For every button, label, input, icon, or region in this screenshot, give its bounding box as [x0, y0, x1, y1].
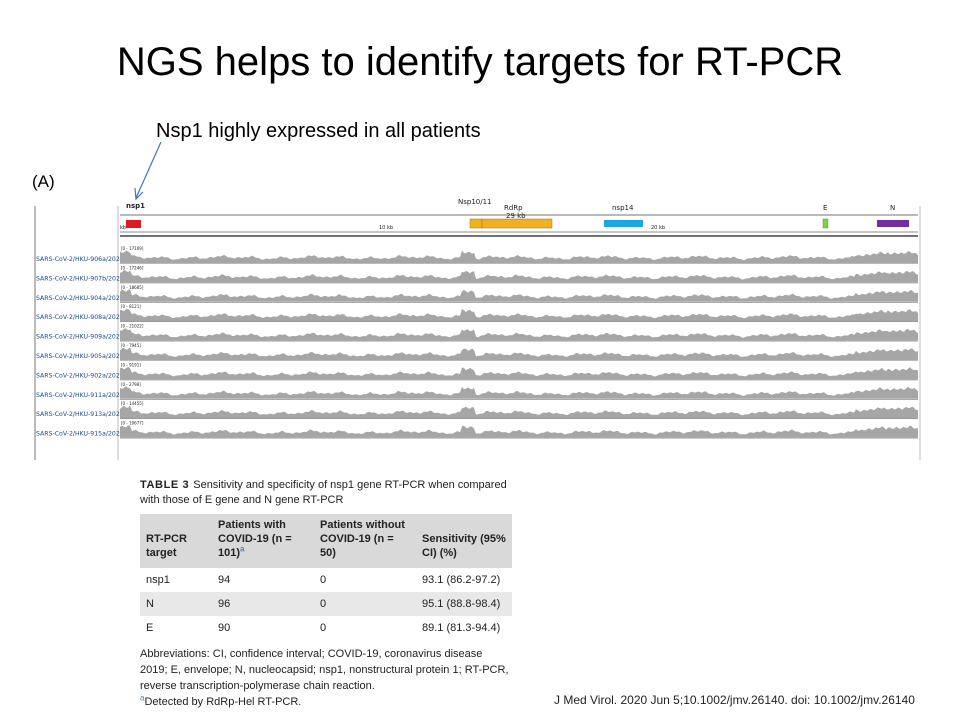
track-sample-label: SARS-CoV-2/HKU-913a/2020	[36, 411, 124, 418]
citation-text: J Med Virol. 2020 Jun 5;10.1002/jmv.2614…	[554, 693, 915, 707]
gene-label-rdrp: RdRp	[504, 204, 523, 212]
table-label: TABLE 3	[140, 479, 190, 491]
cell-target: nsp1	[146, 574, 170, 586]
coverage-profile	[120, 270, 918, 283]
gene-block-n	[877, 220, 909, 227]
coverage-profile	[120, 386, 918, 399]
sensitivity-table: RT-PCR target Patients with COVID-19 (n …	[140, 514, 512, 640]
gene-label-nsp10-11: Nsp10/11	[458, 198, 492, 206]
header-footnote-mark: a	[240, 544, 245, 554]
track-range-label: [0 - 17246]	[121, 265, 144, 270]
gene-label-e: E	[823, 204, 827, 212]
gene-block-nsp10-11	[469, 218, 483, 229]
gene-block-rdrp	[481, 218, 553, 229]
table-caption: TABLE 3 Sensitivity and specificity of ns…	[140, 478, 512, 508]
scale-10kb-label: 10 kb	[379, 225, 393, 231]
coverage-profile	[120, 347, 918, 360]
table-3-block: TABLE 3 Sensitivity and specificity of ns…	[140, 478, 512, 710]
genome-coverage-figure: nsp1 Nsp10/11 RdRp nsp14 E N kb 29 kb 10…	[34, 198, 921, 460]
track-sample-label: SARS-CoV-2/HKU-907b/2020	[36, 275, 124, 282]
track-sample-label: SARS-CoV-2/HKU-902a/2020	[36, 372, 124, 379]
track-sample-label: SARS-CoV-2/HKU-908a/2020	[36, 314, 124, 321]
track-range-label: [0 - 17109]	[121, 246, 144, 251]
track-sample-label: SARS-CoV-2/HKU-915a/2020	[36, 431, 124, 438]
track-range-label: [0 - 18685]	[121, 285, 144, 290]
gene-label-nsp14: nsp14	[612, 204, 634, 212]
cell-without: 0	[320, 574, 327, 586]
cell-with: 94	[218, 574, 231, 586]
scale-20kb-label: 20 kb	[651, 225, 665, 231]
cell-sensitivity: 95.1 (88.8-98.4)	[416, 592, 512, 616]
callout-arrow-icon	[134, 141, 162, 201]
header-sensitivity: Sensitivity (95% CI) (%)	[416, 514, 512, 568]
scale-left-label: kb	[120, 225, 126, 231]
cell-with: 96	[212, 592, 314, 616]
panel-label: (A)	[32, 172, 55, 191]
coverage-profile	[120, 366, 918, 380]
cell-without: 0	[320, 622, 327, 634]
track-range-label: [0 - 2798]	[121, 382, 141, 387]
gene-label-n: N	[890, 204, 895, 212]
coverage-tracks: SARS-CoV-2/HKU-906a/2020 [0 - 17109] SARS-…	[36, 246, 918, 439]
cell-target: E	[146, 622, 154, 634]
track-sample-label: SARS-CoV-2/HKU-909a/2020	[36, 334, 124, 341]
coverage-profile	[120, 328, 918, 341]
track-sample-label: SARS-CoV-2/HKU-911a/2020	[36, 392, 124, 399]
table-row: E 90 0 89.1 (81.3-94.4)	[140, 616, 512, 640]
coverage-profile	[120, 250, 918, 263]
coverage-profile	[120, 425, 918, 438]
track-range-label: [0 - 10677]	[121, 421, 144, 426]
gene-block-nsp14	[604, 220, 643, 227]
footnote-abbreviations: Abbreviations: CI, confidence interval; …	[140, 648, 509, 692]
header-patients-with: Patients with COVID-19 (n = 101)a	[212, 514, 314, 568]
coverage-profile	[120, 308, 918, 322]
track-range-label: [0 - 21022]	[121, 324, 144, 329]
callout-text: Nsp1 highly expressed in all patients	[156, 120, 481, 142]
gene-block-nsp1	[126, 220, 141, 228]
slide-title: NGS helps to identify targets for RT-PCR	[116, 40, 844, 84]
cell-target: N	[140, 592, 212, 616]
cell-sensitivity: 93.1 (86.2-97.2)	[422, 574, 501, 586]
header-patients-without: Patients without COVID-19 (n = 50)	[314, 514, 416, 568]
cell-without: 0	[314, 592, 416, 616]
track-sample-label: SARS-CoV-2/HKU-905a/2020	[36, 353, 124, 360]
track-range-label: [0 - 14455]	[121, 401, 144, 406]
table-row: N 96 0 95.1 (88.8-98.4)	[140, 592, 512, 616]
table-caption-text: Sensitivity and specificity of nsp1 gene…	[140, 479, 507, 506]
track-sample-label: SARS-CoV-2/HKU-906a/2020	[36, 256, 124, 263]
table-footnotes: Abbreviations: CI, confidence interval; …	[140, 646, 512, 710]
track-range-label: [0 - 7945]	[121, 343, 141, 348]
coverage-profile	[120, 289, 918, 302]
track-sample-label: SARS-CoV-2/HKU-904a/2020	[36, 295, 124, 302]
table-row: nsp1 94 0 93.1 (86.2-97.2)	[140, 568, 512, 592]
track-range-label: [0 - 9191]	[121, 362, 141, 367]
gene-block-e	[822, 218, 829, 229]
header-target: RT-PCR target	[140, 514, 212, 568]
track-range-label: [0 - 8121]	[121, 304, 141, 309]
gene-label-nsp1: nsp1	[126, 202, 145, 210]
cell-with: 90	[218, 622, 231, 634]
scale-total-label: 29 kb	[506, 212, 526, 220]
cell-sensitivity: 89.1 (81.3-94.4)	[422, 622, 501, 634]
table-header-row: RT-PCR target Patients with COVID-19 (n …	[140, 514, 512, 568]
coverage-profile	[120, 405, 918, 419]
footnote-a: aDetected by RdRp-Hel RT-PCR.	[140, 693, 302, 708]
